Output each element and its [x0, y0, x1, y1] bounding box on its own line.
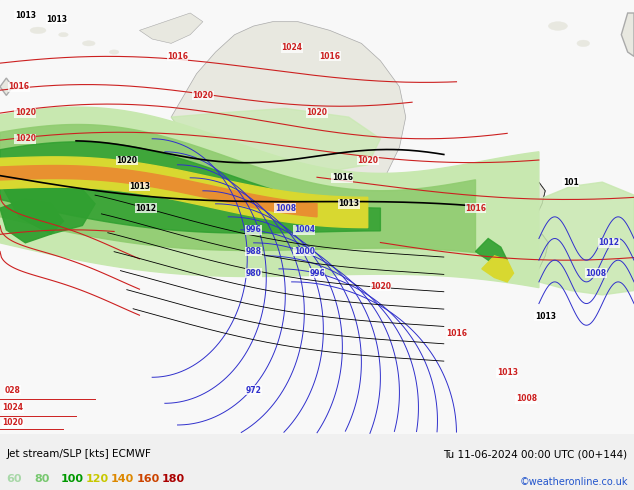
Ellipse shape — [58, 32, 68, 37]
Text: 972: 972 — [245, 386, 262, 395]
Ellipse shape — [548, 22, 567, 30]
Polygon shape — [171, 108, 380, 173]
Text: ©weatheronline.co.uk: ©weatheronline.co.uk — [519, 477, 628, 487]
Text: 80: 80 — [35, 474, 50, 484]
Text: 1020: 1020 — [15, 108, 36, 117]
Polygon shape — [311, 225, 336, 243]
Polygon shape — [0, 142, 380, 233]
Polygon shape — [0, 199, 63, 243]
Text: 988: 988 — [245, 247, 262, 256]
Text: 1016: 1016 — [446, 329, 467, 339]
Text: 1004: 1004 — [294, 225, 315, 234]
Polygon shape — [0, 124, 476, 253]
Text: 1013: 1013 — [46, 15, 68, 24]
Text: 1008: 1008 — [585, 269, 607, 278]
Text: 1020: 1020 — [15, 134, 36, 143]
Text: 1024: 1024 — [2, 403, 23, 412]
Polygon shape — [526, 234, 548, 273]
Text: 1020: 1020 — [370, 282, 391, 291]
Text: 1013: 1013 — [534, 312, 556, 321]
Ellipse shape — [30, 27, 46, 34]
Text: 1000: 1000 — [294, 247, 315, 256]
Text: 996: 996 — [246, 225, 261, 234]
Text: 140: 140 — [111, 474, 134, 484]
Text: 996: 996 — [309, 269, 325, 278]
Text: 1016: 1016 — [167, 52, 188, 61]
Text: 1020: 1020 — [357, 156, 378, 165]
Text: 028: 028 — [4, 386, 21, 395]
Text: 1012: 1012 — [598, 238, 619, 247]
Text: 1020: 1020 — [306, 108, 328, 117]
Text: 1020: 1020 — [116, 156, 138, 165]
Polygon shape — [482, 256, 514, 282]
Ellipse shape — [109, 50, 119, 54]
Text: Jet stream/SLP [kts] ECMWF: Jet stream/SLP [kts] ECMWF — [6, 449, 152, 460]
Text: 160: 160 — [136, 474, 160, 484]
Polygon shape — [0, 166, 317, 217]
Text: 1013: 1013 — [496, 368, 518, 377]
Text: 1024: 1024 — [281, 43, 302, 52]
Polygon shape — [0, 78, 13, 96]
Text: 1016: 1016 — [332, 173, 353, 182]
Text: 1012: 1012 — [135, 204, 157, 213]
Text: 980: 980 — [245, 269, 262, 278]
Polygon shape — [0, 173, 95, 234]
Text: 1020: 1020 — [2, 418, 23, 427]
Polygon shape — [476, 239, 507, 269]
Text: 1013: 1013 — [15, 11, 36, 20]
Polygon shape — [0, 107, 539, 288]
Polygon shape — [171, 22, 406, 217]
Polygon shape — [456, 182, 634, 295]
Text: 101: 101 — [563, 178, 578, 187]
Text: 180: 180 — [162, 474, 184, 484]
Polygon shape — [0, 157, 368, 228]
Text: 1008: 1008 — [275, 204, 296, 213]
Text: Tu 11-06-2024 00:00 UTC (00+144): Tu 11-06-2024 00:00 UTC (00+144) — [444, 449, 628, 460]
Text: 1016: 1016 — [8, 82, 30, 91]
Text: 100: 100 — [60, 474, 83, 484]
Text: 120: 120 — [86, 474, 108, 484]
Ellipse shape — [82, 41, 95, 46]
Text: 1016: 1016 — [319, 52, 340, 61]
Polygon shape — [139, 13, 203, 44]
Text: 60: 60 — [6, 474, 22, 484]
Polygon shape — [621, 13, 634, 56]
Text: 1013: 1013 — [129, 182, 150, 191]
Ellipse shape — [577, 40, 590, 47]
Text: 1020: 1020 — [192, 91, 214, 100]
Text: 1016: 1016 — [465, 204, 486, 213]
Text: 1008: 1008 — [515, 394, 537, 403]
Text: 1013: 1013 — [338, 199, 359, 208]
Polygon shape — [526, 182, 545, 217]
